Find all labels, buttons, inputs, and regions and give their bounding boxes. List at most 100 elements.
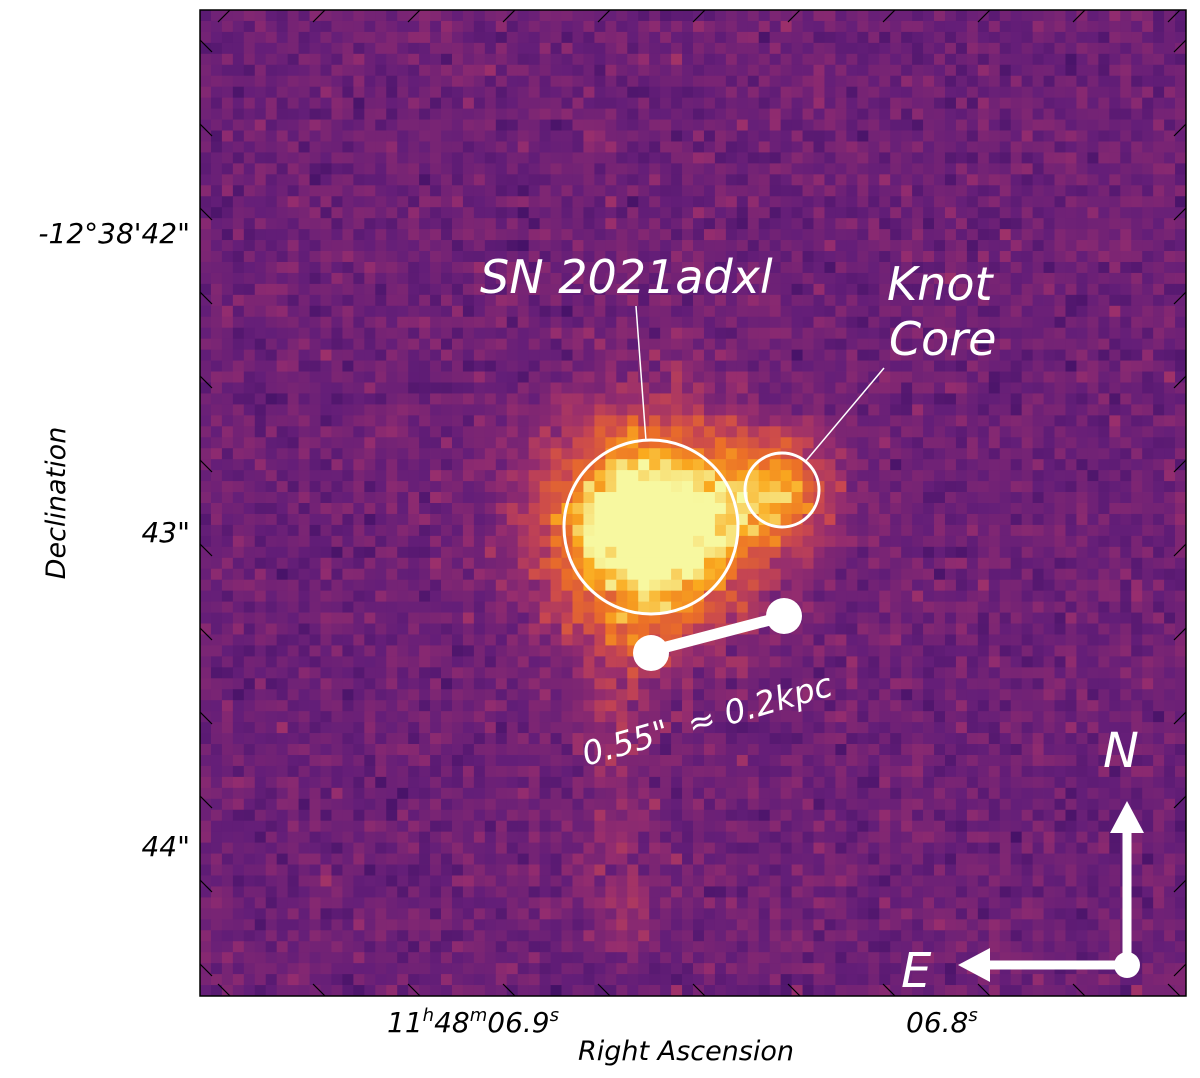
- image-pixel: [703, 316, 716, 329]
- image-pixel: [517, 360, 530, 372]
- image-pixel: [868, 119, 880, 131]
- image-pixel: [824, 546, 836, 559]
- image-pixel: [287, 481, 299, 493]
- image-pixel: [408, 218, 420, 230]
- image-pixel: [1120, 481, 1132, 493]
- image-pixel: [1021, 513, 1034, 526]
- image-pixel: [232, 360, 245, 372]
- image-pixel: [364, 272, 376, 285]
- image-pixel: [1087, 415, 1099, 427]
- image-pixel: [364, 75, 376, 88]
- image-pixel: [769, 470, 782, 482]
- image-pixel: [210, 130, 223, 142]
- image-pixel: [265, 305, 278, 318]
- image-pixel: [835, 535, 847, 548]
- image-pixel: [254, 174, 267, 186]
- image-pixel: [232, 601, 245, 613]
- image-pixel: [441, 338, 453, 351]
- image-pixel: [386, 86, 398, 99]
- image-pixel: [977, 283, 990, 296]
- image-pixel: [506, 404, 519, 416]
- image-pixel: [649, 42, 661, 55]
- image-pixel: [703, 207, 716, 219]
- image-pixel: [901, 535, 913, 548]
- image-pixel: [320, 10, 332, 22]
- image-pixel: [1076, 152, 1088, 164]
- image-pixel: [605, 513, 617, 526]
- image-pixel: [594, 240, 606, 252]
- image-pixel: [901, 240, 913, 252]
- image-pixel: [353, 97, 365, 109]
- image-pixel: [1076, 426, 1088, 438]
- image-pixel: [912, 327, 924, 340]
- image-pixel: [473, 86, 486, 99]
- image-pixel: [473, 426, 486, 438]
- image-pixel: [419, 503, 431, 515]
- image-pixel: [1142, 535, 1154, 548]
- image-pixel: [1120, 535, 1132, 548]
- image-pixel: [397, 382, 409, 394]
- image-pixel: [977, 86, 990, 99]
- image-pixel: [1065, 108, 1077, 120]
- image-pixel: [714, 557, 727, 570]
- image-pixel: [1120, 382, 1132, 394]
- image-pixel: [1131, 568, 1143, 581]
- image-pixel: [265, 481, 278, 493]
- image-pixel: [714, 272, 727, 285]
- image-pixel: [912, 415, 924, 427]
- image-pixel: [364, 141, 376, 153]
- image-pixel: [736, 152, 749, 164]
- image-pixel: [462, 557, 475, 570]
- image-pixel: [857, 53, 869, 66]
- image-pixel: [736, 119, 749, 131]
- image-pixel: [451, 152, 464, 164]
- image-pixel: [1054, 404, 1066, 416]
- image-pixel: [221, 590, 234, 602]
- image-pixel: [703, 579, 716, 592]
- image-pixel: [441, 415, 453, 427]
- image-pixel: [243, 568, 256, 581]
- image-pixel: [616, 503, 628, 515]
- image-pixel: [791, 283, 803, 296]
- image-pixel: [999, 492, 1012, 504]
- image-pixel: [813, 327, 825, 340]
- image-pixel: [331, 579, 343, 592]
- image-pixel: [638, 272, 650, 285]
- image-pixel: [528, 261, 541, 274]
- image-pixel: [561, 283, 573, 296]
- image-pixel: [441, 75, 453, 88]
- image-pixel: [999, 174, 1012, 186]
- image-pixel: [419, 42, 431, 55]
- image-pixel: [714, 240, 727, 252]
- image-pixel: [1120, 579, 1132, 592]
- image-pixel: [342, 261, 354, 274]
- image-pixel: [660, 371, 672, 383]
- image-pixel: [879, 492, 891, 504]
- image-pixel: [243, 371, 256, 383]
- image-pixel: [430, 152, 442, 164]
- image-pixel: [890, 283, 902, 296]
- image-pixel: [386, 557, 398, 570]
- image-pixel: [966, 579, 979, 592]
- image-pixel: [627, 196, 639, 208]
- image-pixel: [473, 108, 486, 120]
- image-pixel: [200, 426, 212, 438]
- image-pixel: [616, 513, 628, 526]
- image-pixel: [441, 535, 453, 548]
- image-pixel: [791, 557, 803, 570]
- image-pixel: [934, 426, 946, 438]
- image-pixel: [649, 294, 661, 307]
- image-pixel: [1120, 251, 1132, 263]
- image-pixel: [451, 546, 464, 559]
- image-pixel: [1109, 382, 1121, 394]
- image-pixel: [232, 218, 245, 230]
- image-pixel: [649, 371, 661, 383]
- image-pixel: [419, 20, 431, 33]
- image-pixel: [660, 185, 672, 197]
- image-pixel: [846, 218, 858, 230]
- image-pixel: [1120, 437, 1132, 449]
- image-pixel: [528, 86, 541, 99]
- image-pixel: [791, 338, 803, 351]
- image-pixel: [287, 10, 299, 22]
- image-pixel: [1087, 579, 1099, 592]
